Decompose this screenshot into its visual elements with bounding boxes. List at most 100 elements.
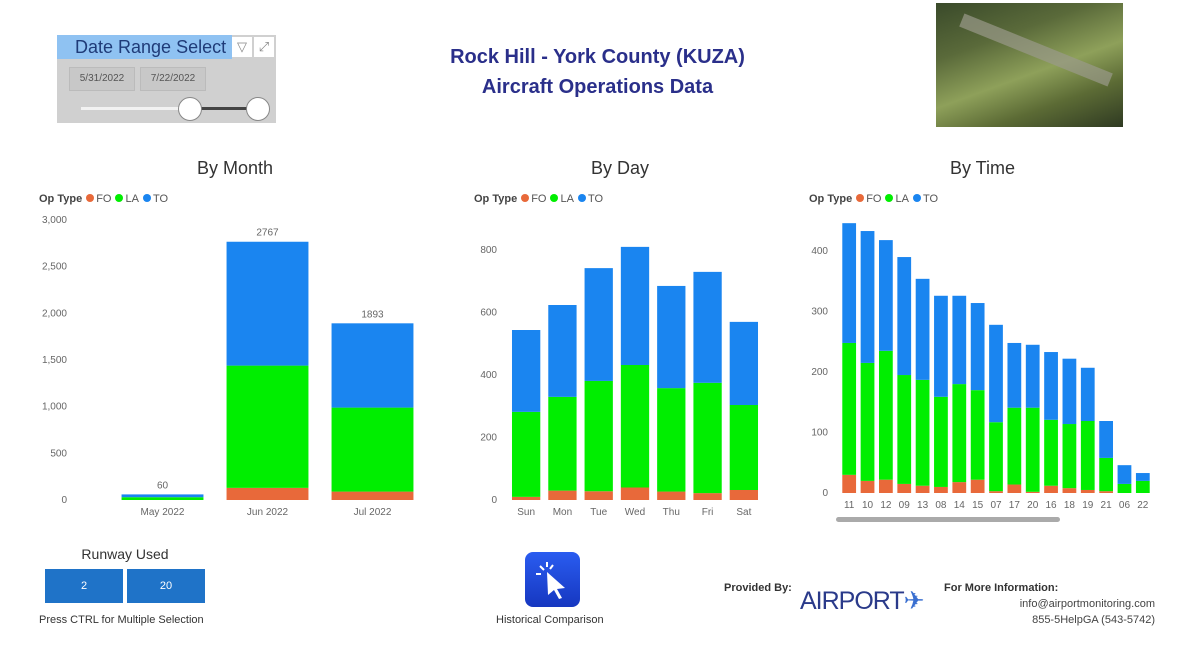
bar-segment-la[interactable] bbox=[511, 411, 541, 497]
bar-segment-fo[interactable] bbox=[1044, 485, 1058, 493]
bar-segment-fo[interactable] bbox=[657, 491, 686, 500]
bar-segment-to[interactable] bbox=[584, 268, 613, 381]
bar-segment-to[interactable] bbox=[970, 303, 985, 391]
bar-segment-fo[interactable] bbox=[860, 480, 875, 493]
bar-segment-la[interactable] bbox=[1007, 407, 1022, 485]
bar-segment-to[interactable] bbox=[1044, 352, 1058, 420]
bar-segment-la[interactable] bbox=[860, 362, 875, 481]
bar-segment-to[interactable] bbox=[989, 324, 1003, 423]
legend-to[interactable]: TO bbox=[152, 193, 169, 205]
bar-segment-la[interactable] bbox=[584, 380, 613, 492]
bar-segment-fo[interactable] bbox=[548, 490, 577, 500]
bar-segment-la[interactable] bbox=[989, 422, 1003, 492]
bar-segment-la[interactable] bbox=[1044, 419, 1058, 486]
bar-segment-la[interactable] bbox=[657, 388, 686, 492]
bar-segment-la[interactable] bbox=[879, 350, 893, 480]
bar-segment-fo[interactable] bbox=[1007, 484, 1022, 493]
bar-segment-to[interactable] bbox=[842, 223, 857, 343]
bar-segment-to[interactable] bbox=[1099, 421, 1113, 458]
legend-la[interactable]: LA bbox=[895, 193, 909, 205]
bar-segment-la[interactable] bbox=[915, 379, 930, 486]
bar-segment-fo[interactable] bbox=[693, 493, 722, 500]
contact-email[interactable]: info@airportmonitoring.com bbox=[1019, 598, 1155, 610]
bar-segment-fo[interactable] bbox=[842, 474, 857, 493]
bar-segment-la[interactable] bbox=[226, 365, 309, 488]
bar-segment-to[interactable] bbox=[952, 295, 967, 385]
legend-fo[interactable]: FO bbox=[531, 193, 547, 205]
bar-segment-fo[interactable] bbox=[1099, 491, 1113, 493]
bar-segment-fo[interactable] bbox=[1025, 491, 1040, 493]
bar-segment-la[interactable] bbox=[970, 390, 985, 480]
bar-segment-la[interactable] bbox=[897, 375, 912, 484]
date-range-slicer[interactable]: Date Range Select ▽ ⤢ 5/31/2022 7/22/202… bbox=[57, 35, 276, 123]
bar-segment-fo[interactable] bbox=[1080, 489, 1095, 493]
bar-segment-la[interactable] bbox=[1099, 457, 1113, 492]
bar-segment-la[interactable] bbox=[1062, 424, 1077, 489]
bar-segment-la[interactable] bbox=[842, 342, 857, 475]
bar-segment-to[interactable] bbox=[693, 271, 722, 383]
bar-segment-fo[interactable] bbox=[934, 486, 948, 493]
filter-icon[interactable]: ▽ bbox=[232, 37, 252, 57]
slider-end-handle[interactable] bbox=[246, 97, 270, 121]
bar-segment-fo[interactable] bbox=[511, 496, 541, 500]
bar-segment-la[interactable] bbox=[121, 497, 204, 500]
bar-segment-to[interactable] bbox=[1117, 465, 1132, 484]
end-date-input[interactable]: 7/22/2022 bbox=[140, 67, 206, 91]
legend-la[interactable]: LA bbox=[125, 193, 139, 205]
bar-segment-fo[interactable] bbox=[331, 491, 414, 500]
bar-segment-fo[interactable] bbox=[1062, 488, 1077, 493]
bar-segment-la[interactable] bbox=[1117, 483, 1132, 493]
bar-segment-la[interactable] bbox=[548, 396, 577, 491]
bar-segment-fo[interactable] bbox=[915, 485, 930, 493]
bar-segment-la[interactable] bbox=[952, 384, 967, 483]
bar-segment-to[interactable] bbox=[657, 285, 686, 389]
bar-segment-fo[interactable] bbox=[729, 490, 759, 500]
bar-segment-to[interactable] bbox=[729, 321, 759, 405]
bar-segment-to[interactable] bbox=[1007, 342, 1022, 408]
legend-to[interactable]: TO bbox=[587, 193, 604, 205]
bar-segment-fo[interactable] bbox=[897, 483, 912, 493]
legend-fo[interactable]: FO bbox=[866, 193, 882, 205]
runway-option-20[interactable]: 20 bbox=[127, 569, 205, 603]
slider-start-handle[interactable] bbox=[178, 97, 202, 121]
bar-segment-to[interactable] bbox=[1135, 473, 1150, 481]
bar-segment-la[interactable] bbox=[729, 405, 759, 490]
bar-segment-fo[interactable] bbox=[970, 479, 985, 493]
bar-segment-fo[interactable] bbox=[879, 479, 893, 493]
bar-segment-la[interactable] bbox=[1135, 480, 1150, 493]
bar-segment-to[interactable] bbox=[548, 305, 577, 397]
bar-segment-to[interactable] bbox=[934, 295, 948, 397]
bar-segment-la[interactable] bbox=[620, 365, 650, 488]
bar-segment-la[interactable] bbox=[1080, 421, 1095, 490]
bar-segment-fo[interactable] bbox=[620, 487, 650, 501]
historical-comparison-button[interactable] bbox=[525, 552, 580, 607]
bar-segment-to[interactable] bbox=[1080, 367, 1095, 422]
bar-segment-fo[interactable] bbox=[989, 491, 1003, 493]
bar-segment-to[interactable] bbox=[331, 323, 414, 408]
bar-segment-to[interactable] bbox=[879, 240, 893, 351]
bar-segment-to[interactable] bbox=[1062, 358, 1077, 425]
legend-la[interactable]: LA bbox=[560, 193, 574, 205]
bar-segment-fo[interactable] bbox=[952, 482, 967, 493]
bar-segment-to[interactable] bbox=[620, 246, 650, 365]
runway-option-2[interactable]: 2 bbox=[45, 569, 123, 603]
bar-segment-la[interactable] bbox=[331, 407, 414, 492]
bar-segment-fo[interactable] bbox=[226, 487, 309, 500]
legend-to[interactable]: TO bbox=[922, 193, 939, 205]
legend-fo[interactable]: FO bbox=[96, 193, 112, 205]
chart-by-day: By Day bbox=[465, 158, 775, 179]
bar-segment-to[interactable] bbox=[860, 231, 875, 363]
time-chart-scrollbar[interactable] bbox=[836, 517, 1060, 522]
bar-segment-to[interactable] bbox=[915, 278, 930, 380]
bar-segment-to[interactable] bbox=[226, 241, 309, 366]
bar-segment-la[interactable] bbox=[1025, 407, 1040, 492]
bar-segment-fo[interactable] bbox=[584, 491, 613, 500]
bar-segment-to[interactable] bbox=[1025, 344, 1040, 408]
bar-segment-to[interactable] bbox=[897, 257, 912, 376]
focus-mode-icon[interactable]: ⤢ bbox=[254, 37, 274, 57]
bar-segment-to[interactable] bbox=[121, 494, 204, 498]
bar-segment-to[interactable] bbox=[511, 330, 541, 412]
bar-segment-la[interactable] bbox=[934, 396, 948, 487]
start-date-input[interactable]: 5/31/2022 bbox=[69, 67, 135, 91]
bar-segment-la[interactable] bbox=[693, 382, 722, 494]
